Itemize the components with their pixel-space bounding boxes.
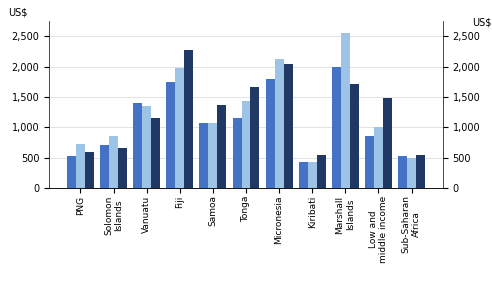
Bar — [217, 105, 226, 188]
Bar — [332, 67, 341, 188]
Bar — [85, 152, 94, 188]
Bar — [184, 50, 193, 188]
Bar — [374, 127, 383, 188]
Bar — [383, 98, 392, 188]
Bar — [308, 162, 317, 188]
Bar — [109, 136, 118, 188]
Bar — [133, 103, 142, 188]
Bar — [341, 33, 350, 188]
Bar — [266, 79, 275, 188]
Bar — [299, 162, 308, 188]
Bar — [118, 148, 127, 188]
Y-axis label: US$: US$ — [472, 18, 492, 28]
Bar — [365, 136, 374, 188]
Bar — [175, 68, 184, 188]
Bar — [233, 118, 242, 188]
Bar — [275, 59, 283, 188]
Bar — [67, 156, 76, 188]
Bar — [166, 82, 175, 188]
Bar — [416, 155, 425, 188]
Bar — [151, 118, 160, 188]
Bar — [142, 106, 151, 188]
Bar — [199, 123, 209, 188]
Bar — [317, 155, 326, 188]
Bar — [250, 87, 259, 188]
Bar — [398, 156, 407, 188]
Bar — [283, 64, 293, 188]
Bar — [100, 145, 109, 188]
Bar — [350, 84, 359, 188]
Bar — [242, 101, 250, 188]
Bar — [209, 123, 217, 188]
Bar — [76, 144, 85, 188]
Y-axis label: US$: US$ — [8, 8, 28, 18]
Bar — [407, 158, 416, 188]
